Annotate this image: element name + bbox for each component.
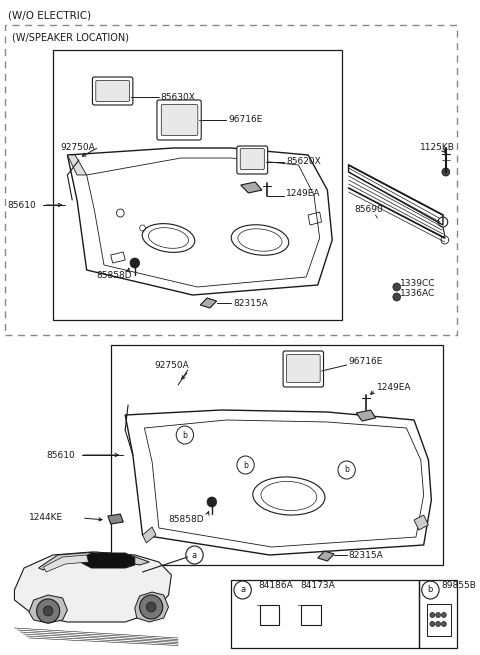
- Circle shape: [130, 258, 140, 268]
- Bar: [419, 580, 457, 648]
- Polygon shape: [356, 410, 375, 421]
- FancyBboxPatch shape: [287, 354, 320, 383]
- Polygon shape: [43, 555, 89, 572]
- Text: b: b: [243, 460, 248, 470]
- Circle shape: [393, 283, 400, 291]
- Circle shape: [436, 612, 441, 618]
- Text: 1339CC: 1339CC: [399, 280, 435, 288]
- Text: 89855B: 89855B: [441, 582, 476, 591]
- Polygon shape: [200, 298, 216, 308]
- Text: 84186A: 84186A: [258, 582, 293, 591]
- Text: 85620X: 85620X: [286, 157, 321, 166]
- Polygon shape: [38, 552, 149, 570]
- Text: b: b: [182, 430, 187, 440]
- FancyBboxPatch shape: [283, 351, 324, 387]
- Circle shape: [442, 612, 446, 618]
- Text: 96716E: 96716E: [348, 358, 383, 367]
- Circle shape: [430, 622, 435, 626]
- Circle shape: [43, 606, 53, 616]
- FancyBboxPatch shape: [161, 105, 198, 136]
- Polygon shape: [29, 595, 67, 623]
- FancyBboxPatch shape: [96, 81, 130, 102]
- Text: 1336AC: 1336AC: [399, 290, 435, 299]
- Text: (W/SPEAKER LOCATION): (W/SPEAKER LOCATION): [12, 33, 129, 43]
- Text: 82315A: 82315A: [233, 299, 268, 307]
- Text: 85858D: 85858D: [168, 515, 204, 525]
- Polygon shape: [67, 155, 87, 175]
- Text: 85690: 85690: [354, 206, 383, 214]
- Circle shape: [442, 622, 446, 626]
- Circle shape: [36, 599, 60, 623]
- FancyBboxPatch shape: [237, 146, 268, 174]
- Bar: [427, 604, 451, 636]
- Text: 85610: 85610: [46, 451, 75, 460]
- Text: 92750A: 92750A: [60, 143, 96, 151]
- Text: 1249EA: 1249EA: [286, 189, 321, 198]
- Text: a: a: [192, 550, 197, 559]
- Text: a: a: [240, 586, 245, 595]
- Bar: [53, 50, 342, 320]
- FancyBboxPatch shape: [157, 100, 201, 140]
- Text: b: b: [428, 586, 433, 595]
- Polygon shape: [108, 514, 123, 524]
- Polygon shape: [414, 515, 429, 530]
- Text: 85630X: 85630X: [161, 92, 196, 102]
- Polygon shape: [143, 527, 156, 543]
- Text: 84173A: 84173A: [300, 582, 335, 591]
- FancyBboxPatch shape: [240, 149, 264, 170]
- Text: (W/O ELECTRIC): (W/O ELECTRIC): [8, 11, 91, 21]
- Circle shape: [393, 293, 400, 301]
- Circle shape: [146, 602, 156, 612]
- Polygon shape: [240, 182, 262, 193]
- Circle shape: [436, 622, 441, 626]
- Bar: [231, 580, 419, 648]
- Text: 96716E: 96716E: [228, 115, 263, 124]
- Text: 1244KE: 1244KE: [29, 514, 63, 523]
- Polygon shape: [135, 592, 168, 622]
- Text: b: b: [344, 466, 349, 474]
- Polygon shape: [318, 551, 334, 561]
- Circle shape: [207, 497, 216, 507]
- Bar: [111, 345, 443, 565]
- Text: 1249EA: 1249EA: [377, 383, 412, 392]
- Circle shape: [430, 612, 435, 618]
- Text: 85858D: 85858D: [96, 271, 132, 280]
- FancyBboxPatch shape: [93, 77, 133, 105]
- Bar: [5, 25, 457, 335]
- Polygon shape: [82, 553, 135, 568]
- Text: 92750A: 92750A: [154, 360, 189, 369]
- Circle shape: [442, 168, 450, 176]
- Text: 82315A: 82315A: [348, 550, 384, 559]
- Polygon shape: [14, 552, 171, 622]
- Circle shape: [140, 595, 163, 619]
- Text: 85610: 85610: [8, 200, 36, 210]
- Text: 1125KB: 1125KB: [420, 143, 455, 153]
